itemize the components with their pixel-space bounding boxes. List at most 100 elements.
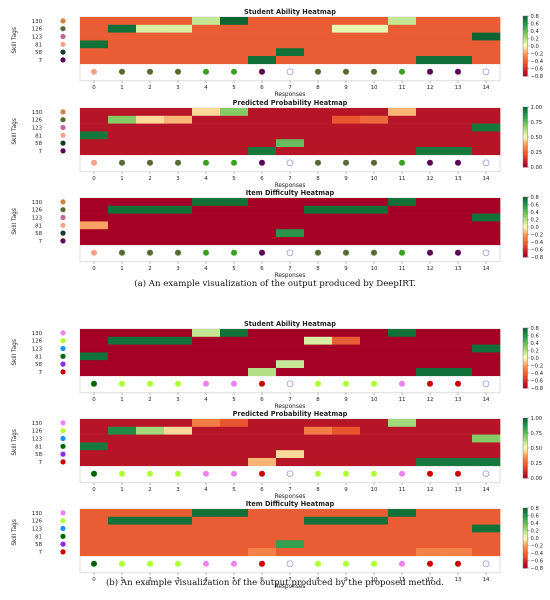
x-tick-label: 11	[399, 487, 406, 493]
y-tick-label: 126	[32, 339, 43, 345]
heatmap-cell	[444, 123, 473, 132]
heatmap-cell	[248, 213, 277, 222]
heatmap-cell	[248, 368, 277, 377]
y-tick-label: 81	[35, 133, 42, 139]
x-tick-label: 11	[399, 397, 406, 403]
y-tick-label: 130	[32, 331, 43, 337]
heatmap-cell	[192, 360, 221, 369]
y-tick-label: 81	[35, 534, 42, 540]
response-marker	[315, 68, 321, 75]
colorbar-band	[523, 352, 528, 354]
heatmap-cell	[276, 24, 305, 33]
heatmap-cell	[136, 213, 165, 222]
heatmap-cell	[136, 548, 165, 557]
colorbar-band	[523, 341, 528, 344]
heatmap-cell	[192, 458, 221, 467]
heatmap-cell	[136, 516, 165, 525]
heatmap-cell	[108, 442, 137, 451]
colorbar-tick-label: −0.6	[531, 66, 544, 72]
heatmap-cell	[192, 40, 221, 49]
response-marker	[315, 470, 321, 477]
heatmap-cell	[332, 344, 361, 353]
x-tick-label: 12	[427, 577, 434, 583]
heatmap-cell	[164, 115, 193, 124]
heatmap-cell	[108, 237, 137, 246]
heatmap-cell	[164, 48, 193, 57]
colorbar-band	[523, 445, 528, 447]
response-marker	[427, 249, 433, 256]
colorbar-band	[523, 550, 528, 552]
colorbar-band	[523, 520, 528, 522]
colorbar-band	[523, 535, 528, 537]
colorbar-band	[523, 122, 528, 124]
colorbar-band	[523, 134, 528, 136]
response-marker	[399, 249, 405, 256]
heatmap-cell	[416, 221, 445, 230]
heatmap-cell	[108, 419, 137, 428]
heatmap-cell	[388, 115, 417, 124]
heatmap-cell	[108, 24, 137, 33]
heatmap-cell	[80, 509, 109, 518]
heatmap-cell	[360, 442, 389, 451]
colorbar-band	[523, 152, 528, 154]
colorbar-band	[523, 451, 528, 453]
skill-tag-marker	[60, 420, 66, 426]
heatmap-cell	[136, 48, 165, 57]
heatmap-cell	[276, 540, 305, 549]
colorbar-band	[523, 442, 528, 444]
heatmap-cell	[444, 532, 473, 541]
heatmap-cell	[276, 32, 305, 41]
heatmap-cell	[136, 352, 165, 361]
heatmap-cell	[444, 40, 473, 49]
heatmap-cell	[276, 336, 305, 345]
heatmap-cell	[304, 516, 333, 525]
y-tick-label: 123	[32, 346, 42, 352]
heatmap-cell	[304, 198, 333, 207]
heatmap-cell	[332, 368, 361, 377]
colorbar-band	[523, 61, 528, 63]
heatmap-cell	[332, 56, 361, 65]
heatmap-cell	[220, 524, 249, 533]
heatmap-cell	[164, 56, 193, 65]
heatmap-cell	[164, 434, 193, 443]
heatmap-cell	[388, 123, 417, 132]
colorbar-band	[523, 545, 528, 548]
heatmap-cell	[192, 17, 221, 26]
response-marker	[119, 380, 125, 387]
x-tick-label: 6	[260, 85, 264, 91]
response-marker-empty	[286, 68, 294, 76]
heatmap-cell	[332, 419, 361, 428]
heatmap-cell	[472, 198, 501, 207]
colorbar-band	[523, 476, 528, 479]
x-tick-label: 9	[344, 487, 348, 493]
colorbar-band	[523, 150, 528, 153]
heatmap-cell	[416, 524, 445, 533]
heatmap-cell	[136, 40, 165, 49]
heatmap-cell	[80, 108, 109, 117]
heatmap-cell	[80, 205, 109, 214]
colorbar-band	[523, 120, 528, 123]
colorbar-band	[523, 26, 528, 29]
panel-title: Predicted Probability Heatmap	[233, 410, 348, 418]
heatmap-cell	[276, 147, 305, 156]
colorbar-band	[523, 364, 528, 366]
colorbar-band	[523, 422, 528, 425]
heatmap-cell	[136, 147, 165, 156]
colorbar-band	[523, 116, 528, 118]
response-marker	[231, 159, 237, 166]
heatmap-cell	[472, 426, 501, 435]
x-tick-label: 0	[92, 266, 96, 272]
heatmap-cell	[416, 32, 445, 41]
x-tick-label: 13	[455, 487, 462, 493]
heatmap-cell	[416, 229, 445, 238]
heatmap-cell	[192, 516, 221, 525]
colorbar-band	[523, 249, 528, 252]
x-tick-label: 7	[288, 397, 291, 403]
heatmap-cell	[276, 229, 305, 238]
heatmap-cell	[360, 434, 389, 443]
heatmap-cell	[192, 336, 221, 345]
y-tick-label: 7	[39, 149, 42, 155]
colorbar-tick-label: −0.2	[531, 51, 544, 57]
y-tick-label: 7	[39, 58, 42, 64]
heatmap-cell	[444, 115, 473, 124]
